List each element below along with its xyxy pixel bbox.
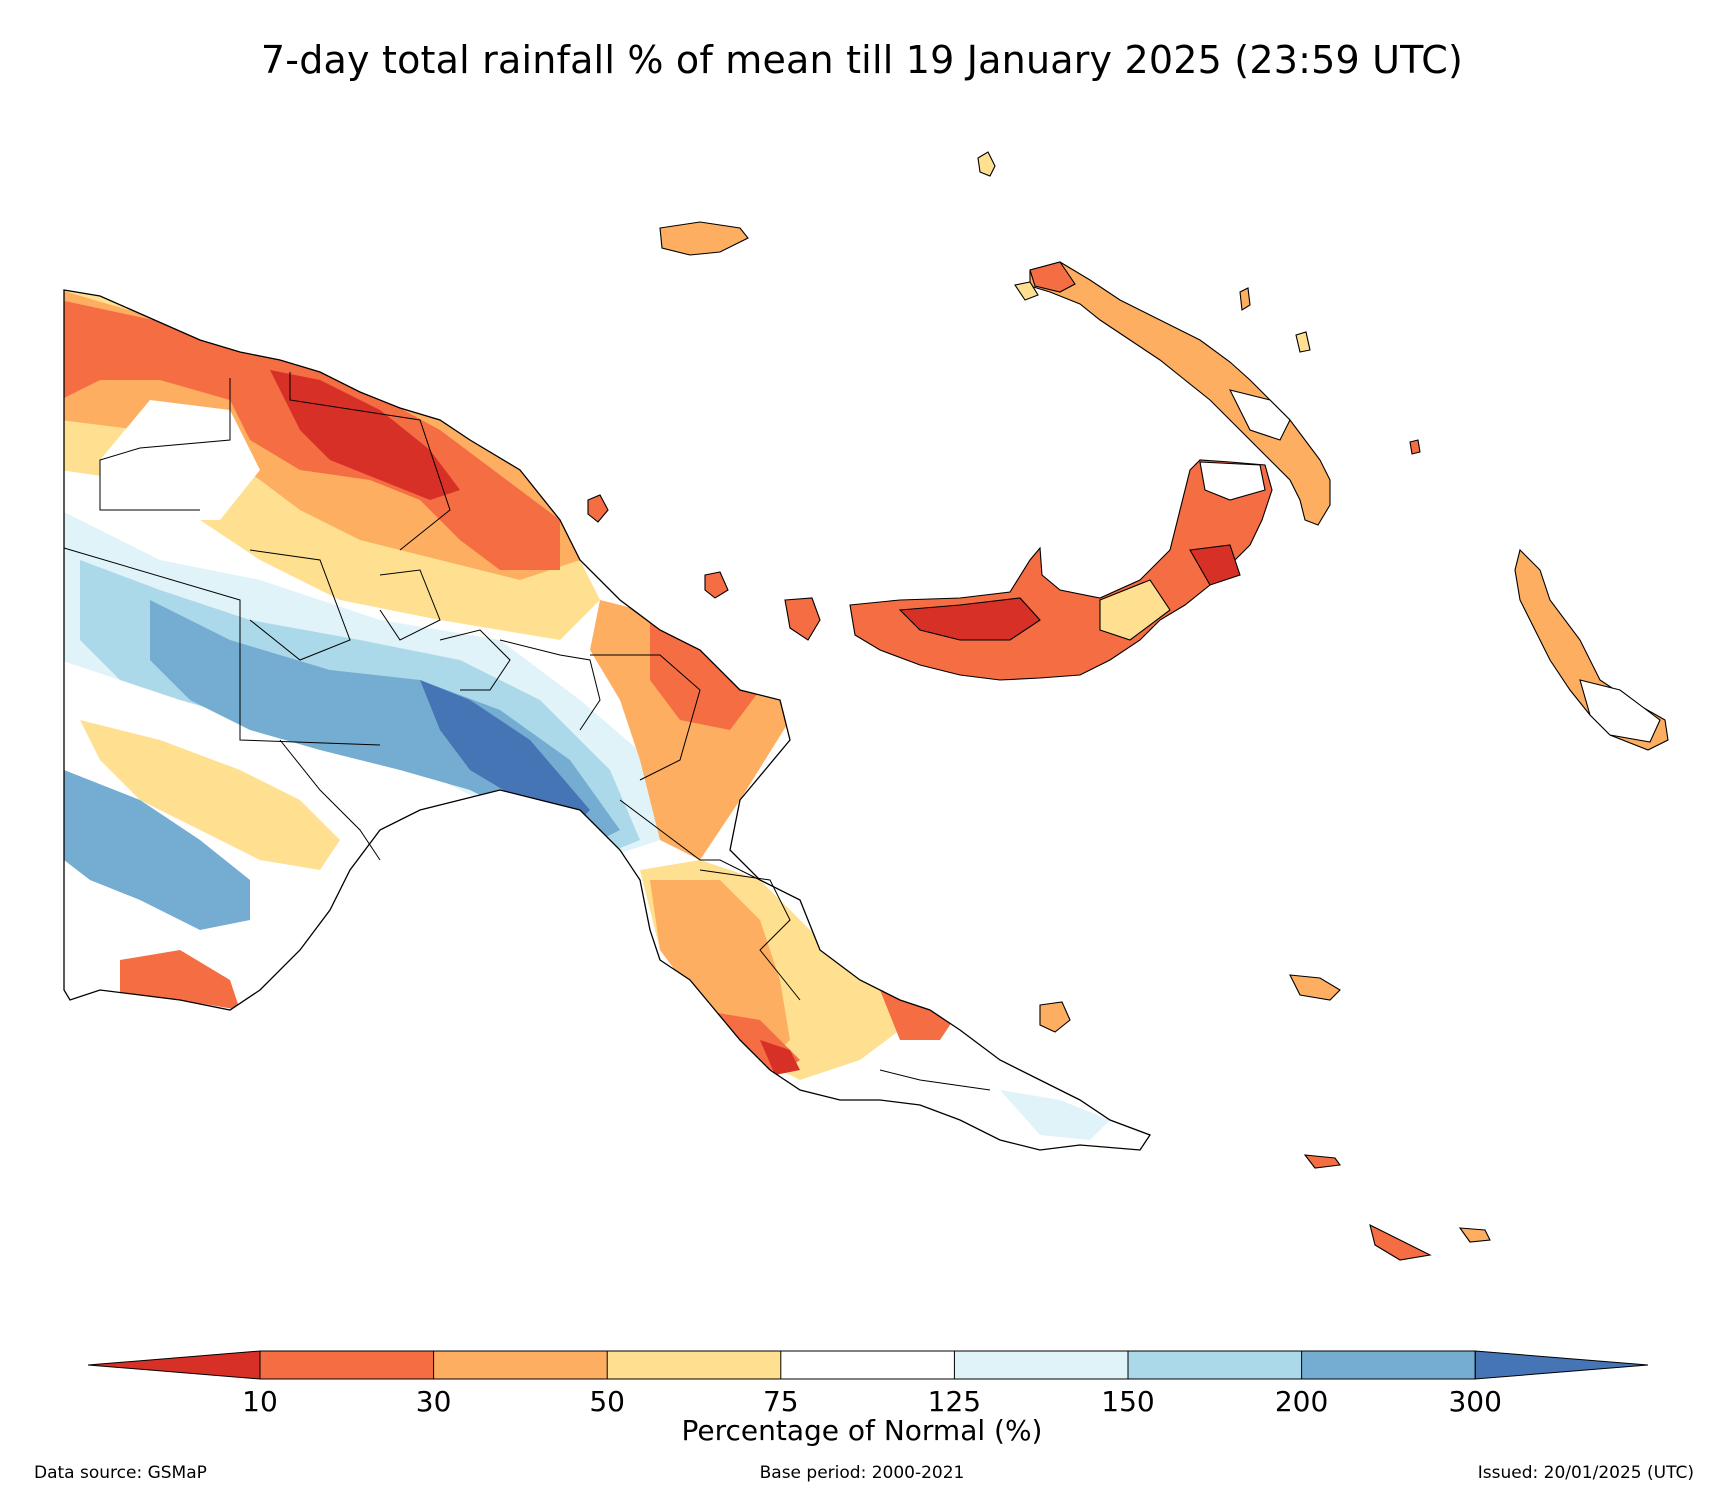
colorbar-outline <box>259 1350 1476 1380</box>
contour-southeast-red <box>760 1040 800 1075</box>
island-tabar <box>1239 287 1251 311</box>
mainland-rainfall-field <box>63 289 1151 1151</box>
colorbar-tick-150: 150 <box>1101 1385 1155 1418</box>
colorbar-tick-10: 10 <box>242 1385 278 1418</box>
island-karkar <box>587 494 609 523</box>
colorbar-tick-50: 50 <box>589 1385 626 1418</box>
island-new-ireland-south-white <box>1228 389 1291 441</box>
island-feni <box>1409 439 1421 455</box>
colorbar-bin-200-300 <box>1301 1351 1476 1379</box>
island-lihir-group <box>977 151 996 177</box>
colorbar-bin-30-50 <box>433 1351 608 1379</box>
island-umboi <box>784 597 821 641</box>
colorbar-bin-50-75 <box>607 1351 781 1379</box>
map-title: 7-day total rainfall % of mean till 19 J… <box>260 38 1464 82</box>
island-misima <box>1369 1223 1432 1261</box>
island-bougainville-south-white <box>1579 679 1661 743</box>
island-new-britain-yellow <box>1099 579 1171 641</box>
boundary-gulf <box>279 739 381 861</box>
island-long <box>704 571 729 599</box>
island-new-britain-east-red <box>1189 544 1241 586</box>
island-dentrecasteaux <box>1039 1001 1071 1033</box>
contour-south-coast-orange <box>120 950 240 1010</box>
colorbar-bin-125-150 <box>954 1351 1128 1379</box>
boundary-whp <box>379 569 441 641</box>
island-gazelle-white <box>1199 461 1266 501</box>
island-new-ireland-north <box>1029 261 1076 293</box>
mainland-coastline <box>63 289 1151 1151</box>
contour-southwest-yellow <box>80 720 340 870</box>
boundary-oro <box>699 869 801 1001</box>
colorbar-bin-150-200 <box>1128 1351 1302 1379</box>
colorbar-tick-30: 30 <box>415 1385 452 1418</box>
data-source-note: Data source: GSMaP <box>34 1463 207 1483</box>
boundary-eastsepik-madang <box>289 372 451 551</box>
colorbar-tick-75: 75 <box>762 1385 799 1418</box>
boundary-morobe <box>590 654 701 781</box>
colorbar-tick-125: 125 <box>927 1385 982 1418</box>
boundary-western-highlands <box>63 547 381 746</box>
islands <box>587 151 1669 1261</box>
island-new-ireland <box>1029 261 1331 526</box>
island-woodlark <box>1303 1154 1341 1169</box>
boundary-simbu <box>499 639 601 731</box>
boundary-enga <box>249 549 351 661</box>
boundary-sandaun-eastsepik <box>99 378 231 511</box>
island-rossel <box>1458 1227 1491 1243</box>
contour-east-redorange <box>650 620 760 730</box>
colorbar-bin-10-30 <box>260 1351 434 1379</box>
issued-date-note: Issued: 20/01/2025 (UTC) <box>1477 1463 1694 1483</box>
colorbar-under-triangle <box>87 1350 261 1380</box>
island-trobriand <box>1289 974 1341 1001</box>
island-lihir <box>1295 331 1311 353</box>
contour-north-red <box>270 370 460 500</box>
colorbar-label: Percentage of Normal (%) <box>681 1414 1043 1447</box>
colorbar-tick-200: 200 <box>1274 1385 1329 1418</box>
boundary-ehp <box>439 629 511 691</box>
province-boundaries <box>63 372 991 1091</box>
colorbar-over-triangle <box>1474 1350 1649 1380</box>
island-mussau <box>1014 281 1039 301</box>
base-period-note: Base period: 2000-2021 <box>759 1463 965 1483</box>
contour-tail-lightblue <box>1000 1090 1110 1140</box>
colorbar-tick-300: 300 <box>1448 1385 1502 1418</box>
contour-northwest-white <box>100 400 260 520</box>
contour-southwest-blue <box>64 770 250 930</box>
island-new-britain-red <box>898 597 1041 641</box>
island-manus <box>659 221 749 256</box>
colorbar <box>87 1350 1649 1380</box>
colorbar-bin-75-125 <box>780 1351 955 1379</box>
boundary-central <box>619 799 761 881</box>
contour-highlands-darkblue <box>420 680 590 830</box>
boundary-milnebay <box>879 1069 991 1091</box>
